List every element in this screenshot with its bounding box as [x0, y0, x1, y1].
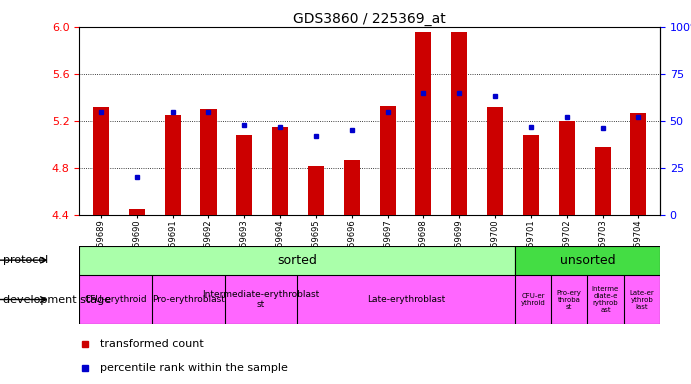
Bar: [152, 275, 225, 324]
Text: unsorted: unsorted: [560, 254, 615, 266]
Bar: [272, 127, 288, 215]
Bar: [225, 275, 297, 324]
Text: CFU-erythroid: CFU-erythroid: [84, 295, 147, 304]
Bar: [93, 107, 109, 215]
Bar: [551, 275, 587, 324]
Title: GDS3860 / 225369_at: GDS3860 / 225369_at: [293, 12, 446, 26]
Bar: [343, 160, 360, 215]
Text: Pro-ery
throba
st: Pro-ery throba st: [557, 290, 582, 310]
Text: development stage: development stage: [3, 295, 111, 305]
Bar: [630, 113, 647, 215]
Bar: [559, 121, 575, 215]
Bar: [129, 209, 145, 215]
Bar: [515, 246, 660, 275]
Bar: [164, 115, 180, 215]
Bar: [379, 106, 396, 215]
Bar: [79, 246, 515, 275]
Text: Interme
diate-e
rythrob
ast: Interme diate-e rythrob ast: [592, 286, 619, 313]
Bar: [236, 135, 252, 215]
Bar: [415, 31, 431, 215]
Bar: [515, 275, 551, 324]
Text: sorted: sorted: [277, 254, 317, 266]
Bar: [79, 275, 152, 324]
Text: percentile rank within the sample: percentile rank within the sample: [100, 362, 287, 373]
Text: Late-er
ythrob
last: Late-er ythrob last: [630, 290, 654, 310]
Bar: [451, 31, 467, 215]
Text: transformed count: transformed count: [100, 339, 204, 349]
Bar: [308, 166, 324, 215]
Text: Intermediate-erythroblast
st: Intermediate-erythroblast st: [202, 290, 319, 309]
Bar: [623, 275, 660, 324]
Text: Pro-erythroblast: Pro-erythroblast: [152, 295, 225, 304]
Bar: [523, 135, 539, 215]
Text: protocol: protocol: [3, 255, 48, 265]
Bar: [587, 275, 623, 324]
Bar: [487, 107, 503, 215]
Text: Late-erythroblast: Late-erythroblast: [367, 295, 445, 304]
Bar: [200, 109, 216, 215]
Text: CFU-er
ythroid: CFU-er ythroid: [520, 293, 545, 306]
Bar: [297, 275, 515, 324]
Bar: [594, 147, 611, 215]
